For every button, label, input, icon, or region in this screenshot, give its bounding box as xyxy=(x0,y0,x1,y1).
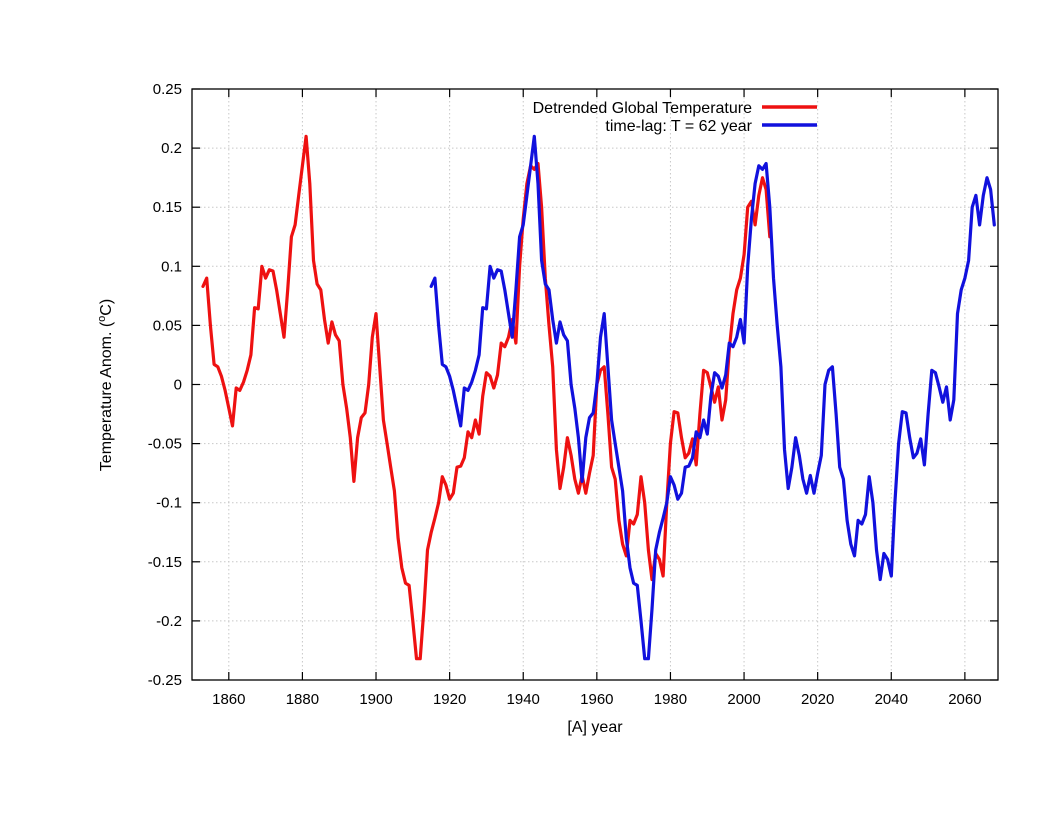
series-lines xyxy=(201,134,996,661)
y-axis-label: Temperature Anom. (oC) xyxy=(96,299,115,471)
x-tick-label: 2000 xyxy=(727,691,760,708)
legend-label-time-lag: time-lag: T = 62 year xyxy=(605,118,752,135)
y-tick-label: 0.2 xyxy=(161,140,182,157)
y-tick-label: -0.15 xyxy=(148,554,182,571)
series-line-time-lag xyxy=(429,134,996,661)
x-tick-label: 1900 xyxy=(359,691,392,708)
y-tick-label: 0.15 xyxy=(153,199,182,216)
x-tick-label: 1980 xyxy=(654,691,687,708)
x-tick-label: 2060 xyxy=(948,691,981,708)
axis-ticks xyxy=(192,88,998,681)
x-tick-label: 2020 xyxy=(801,691,834,708)
y-tick-label: 0.25 xyxy=(153,81,182,98)
y-tick-label: 0 xyxy=(174,377,182,394)
y-tick-label: -0.1 xyxy=(156,495,182,512)
y-tick-label: -0.25 xyxy=(148,672,182,689)
y-tick-label: 0.1 xyxy=(161,258,182,275)
x-tick-label: 1860 xyxy=(212,691,245,708)
series-line-detrended xyxy=(201,134,772,661)
y-tick-label: -0.05 xyxy=(148,436,182,453)
y-tick-label: 0.05 xyxy=(153,317,182,334)
x-tick-label: 1880 xyxy=(286,691,319,708)
y-tick-labels: -0.25 -0.2 -0.15 -0.1 -0.05 0 0.05 0.1 0.15 0.2 0.… xyxy=(148,81,182,689)
legend: Detrended Global Temperature time-lag: T… xyxy=(533,100,817,135)
x-axis-label: [A] year xyxy=(567,719,623,736)
x-tick-labels: 1860 1880 1900 1920 1940 1960 1980 2000 2020 2040… xyxy=(212,691,981,708)
y-tick-label: -0.2 xyxy=(156,613,182,630)
grid-lines xyxy=(192,89,998,680)
x-tick-label: 1960 xyxy=(580,691,613,708)
x-tick-label: 2040 xyxy=(875,691,908,708)
x-tick-label: 1920 xyxy=(433,691,466,708)
legend-label-detrended: Detrended Global Temperature xyxy=(533,100,752,117)
x-tick-label: 1940 xyxy=(507,691,540,708)
